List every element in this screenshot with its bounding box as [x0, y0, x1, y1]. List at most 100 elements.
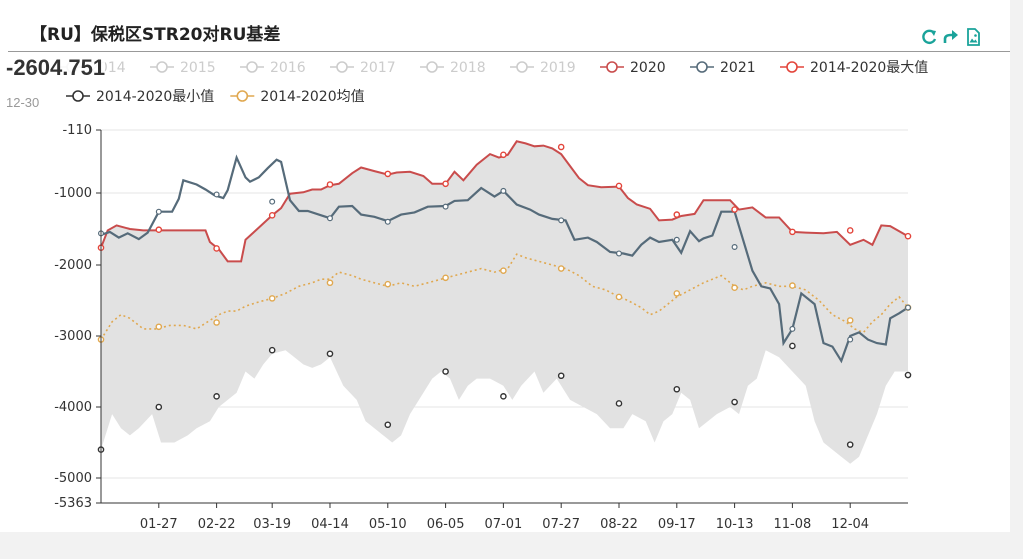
legend-label: 2021 — [720, 60, 756, 76]
legend-symbol-circle — [516, 61, 528, 73]
min-point — [326, 350, 334, 358]
max-point — [213, 245, 220, 252]
legend-symbol-circle — [696, 61, 708, 73]
legend-item-2020[interactable]: 2020 — [600, 60, 666, 76]
legend-label: 2014-2020均值 — [260, 89, 364, 105]
min-point — [500, 393, 507, 400]
avg-point — [268, 295, 276, 302]
point-2021 — [213, 191, 220, 198]
max-point — [557, 143, 565, 151]
max-point — [789, 228, 796, 236]
y-tick-label: -110 — [62, 123, 92, 138]
x-tick-label: 01-27 — [140, 517, 178, 532]
max-point — [155, 226, 163, 234]
point-2021 — [500, 187, 507, 194]
max-point — [500, 151, 507, 159]
tooltip-date-readout: 12-30 — [6, 95, 40, 110]
series-line-avg — [100, 253, 909, 341]
legend-symbol-circle — [426, 61, 438, 73]
point-2021 — [615, 250, 622, 257]
x-tick-label: 09-17 — [658, 517, 696, 532]
y-tick-label: -1000 — [54, 186, 92, 201]
legend-label: 2017 — [360, 60, 396, 76]
min-point — [846, 441, 854, 448]
x-tick-label: 11-08 — [774, 517, 812, 532]
point-2021 — [904, 304, 911, 311]
point-2021 — [847, 336, 854, 343]
min-point — [557, 372, 565, 380]
point-2021 — [731, 244, 738, 251]
avg-point — [789, 282, 796, 289]
avg-point — [731, 284, 738, 292]
max-point — [384, 170, 392, 178]
tooltip-value-readout: -2604.751 — [6, 55, 106, 81]
min-point — [789, 342, 796, 350]
max-point — [846, 227, 854, 234]
x-tick-label: 12-04 — [831, 517, 869, 532]
legend-label: 2015 — [180, 60, 216, 76]
min-point — [442, 368, 449, 375]
max-point — [673, 211, 681, 218]
x-tick-label: 05-10 — [369, 517, 407, 532]
avg-point — [442, 274, 449, 282]
chart-toolbox — [920, 28, 990, 48]
series-line-2021 — [100, 154, 909, 364]
legend-item-2018[interactable]: 2018 — [420, 60, 486, 76]
legend-label: 2018 — [450, 60, 486, 76]
x-tick-label: 08-22 — [600, 517, 638, 532]
max-point — [268, 212, 276, 219]
x-tick-label: 02-22 — [198, 517, 236, 532]
max-point — [326, 181, 334, 188]
legend-item-2015[interactable]: 2015 — [150, 60, 216, 76]
x-tick-label: 03-19 — [253, 517, 291, 532]
avg-point — [846, 317, 854, 324]
legend-label: 2014-2020最大值 — [810, 60, 928, 76]
refresh-icon[interactable] — [920, 28, 938, 46]
legend-item-2021[interactable]: 2021 — [690, 60, 756, 76]
legend-label: 2016 — [270, 60, 306, 76]
x-tick-label: 10-13 — [716, 517, 754, 532]
legend-item-2016[interactable]: 2016 — [240, 60, 306, 76]
y-tick-label: -5000 — [54, 471, 92, 486]
legend-item-2014-2020最小值[interactable]: 2014-2020最小值 — [66, 89, 214, 105]
avg-point — [673, 290, 681, 297]
point-2021 — [789, 325, 796, 332]
point-2021 — [326, 215, 333, 222]
min-point — [213, 393, 220, 400]
legend-item-2019[interactable]: 2019 — [510, 60, 576, 76]
point-2021 — [673, 236, 680, 243]
chart-canvas: -110 -1000 -2000 -3000 -4000 -5000 -5363 01-27 0… — [54, 60, 928, 532]
image-download-icon[interactable] — [964, 28, 982, 46]
y-tick-label: -2000 — [54, 258, 92, 273]
x-tick-label: 04-14 — [311, 517, 349, 532]
legend-item-2014-2020最大值[interactable]: 2014-2020最大值 — [780, 60, 928, 76]
legend-symbol-circle — [336, 61, 348, 73]
title-divider — [8, 51, 1010, 52]
legend-item-2017[interactable]: 2017 — [330, 60, 396, 76]
share-arrow-icon[interactable] — [942, 28, 960, 46]
max-point — [731, 206, 738, 213]
legend-label: 2019 — [540, 60, 576, 76]
legend-symbol-circle — [72, 90, 84, 102]
avg-point — [384, 280, 392, 288]
x-tick-label: 06-05 — [427, 517, 465, 532]
avg-point — [557, 265, 565, 272]
legend-symbol-circle — [606, 61, 618, 73]
min-point — [384, 421, 392, 429]
avg-point — [500, 267, 507, 274]
y-tick-label: -5363 — [54, 496, 92, 511]
max-point — [615, 182, 623, 190]
point-2021 — [558, 217, 565, 224]
legend-label: 2014-2020最小值 — [96, 89, 214, 105]
min-point — [731, 398, 738, 406]
min-point — [904, 371, 912, 379]
min-point — [615, 400, 623, 407]
avg-point — [213, 319, 220, 326]
point-2021 — [384, 218, 391, 225]
max-point — [904, 232, 912, 240]
max-min-band — [101, 141, 908, 464]
y-tick-label: -3000 — [54, 329, 92, 344]
x-tick-label: 07-27 — [542, 517, 580, 532]
max-point — [442, 180, 449, 188]
legend-item-2014-2020均值[interactable]: 2014-2020均值 — [230, 89, 365, 105]
